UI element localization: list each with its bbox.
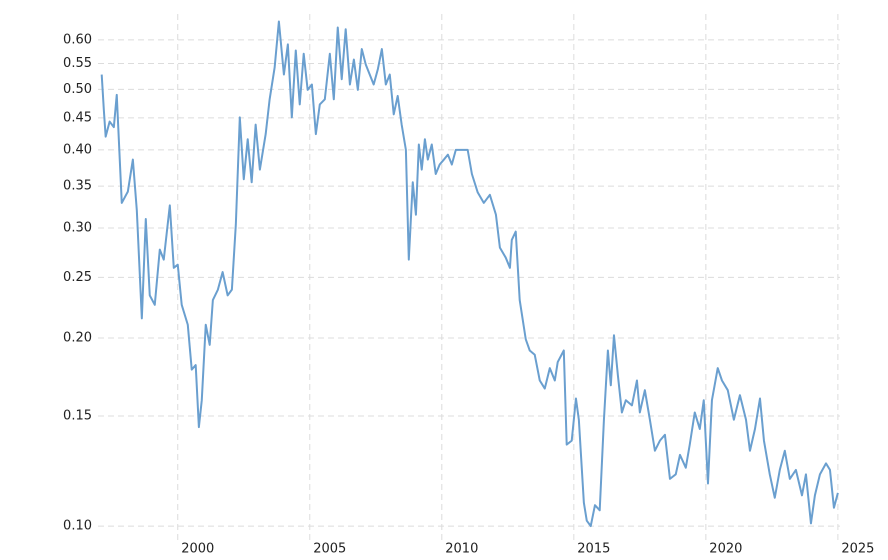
x-tick-label: 2005 — [313, 542, 346, 557]
y-tick-label: 0.35 — [63, 179, 92, 194]
y-tick-label: 0.50 — [63, 82, 92, 97]
x-tick-label: 2025 — [841, 542, 874, 557]
y-tick-label: 0.20 — [63, 330, 92, 345]
x-tick-label: 2000 — [181, 542, 214, 557]
y-tick-label: 0.15 — [63, 409, 92, 424]
data-line — [100, 20, 839, 528]
y-tick-label: 0.60 — [63, 32, 92, 47]
y-tick-label: 0.55 — [63, 56, 92, 71]
y-tick-label: 0.25 — [63, 270, 92, 285]
x-tick-label: 2020 — [709, 542, 742, 557]
x-tick-label: 2015 — [577, 542, 610, 557]
y-tick-label: 0.45 — [63, 110, 92, 125]
y-tick-label: 0.30 — [63, 220, 92, 235]
y-tick-label: 0.10 — [63, 519, 92, 534]
x-tick-label: 2010 — [445, 542, 478, 557]
y-tick-label: 0.40 — [63, 142, 92, 157]
